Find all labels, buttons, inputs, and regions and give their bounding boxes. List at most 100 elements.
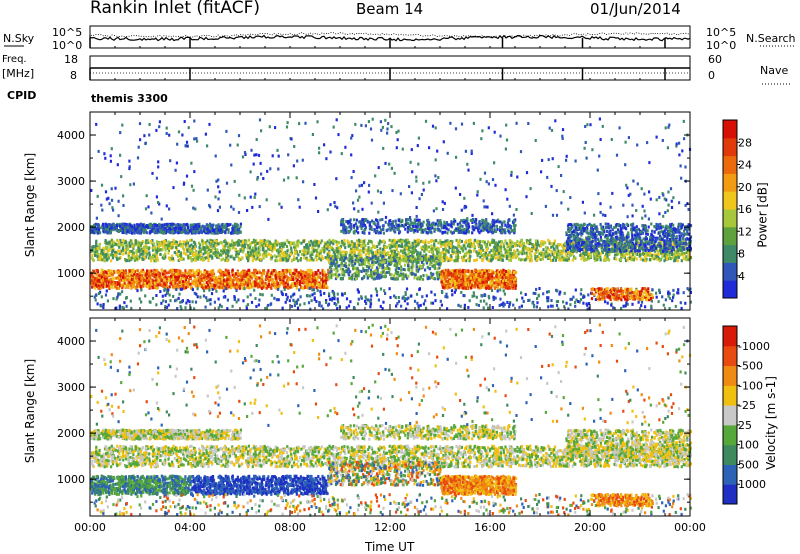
data-cell — [110, 269, 112, 272]
data-cell — [358, 244, 360, 247]
data-cell — [529, 242, 531, 245]
data-cell — [311, 257, 313, 260]
data-cell — [199, 243, 201, 246]
data-cell — [111, 286, 113, 289]
data-cell — [118, 241, 120, 244]
data-cell — [294, 257, 296, 260]
data-cell — [143, 246, 145, 249]
data-cell — [246, 279, 248, 282]
data-cell — [124, 241, 126, 244]
data-cell — [480, 244, 482, 247]
rti-plot: 1000200030004000 1000200030004000 481216… — [0, 0, 800, 554]
data-cell — [153, 242, 155, 245]
data-cell — [177, 271, 179, 274]
data-cell — [276, 244, 278, 247]
data-cell — [178, 275, 180, 278]
data-cell — [555, 259, 557, 262]
data-cell — [103, 271, 105, 274]
data-cell — [122, 239, 124, 242]
data-cell — [520, 244, 522, 247]
data-cell — [344, 246, 346, 249]
data-cell — [118, 279, 120, 282]
data-cell — [366, 256, 368, 259]
data-cell — [230, 244, 232, 247]
data-cell — [233, 275, 235, 278]
data-cell — [101, 258, 103, 261]
data-cell — [170, 275, 172, 278]
data-cell — [503, 245, 505, 248]
data-cell — [513, 249, 515, 252]
data-cell — [122, 247, 124, 250]
data-cell — [685, 255, 687, 258]
data-cell — [125, 251, 127, 254]
data-cell — [199, 279, 201, 282]
data-cell — [304, 277, 306, 280]
data-cell — [615, 258, 617, 261]
data-cell — [217, 254, 219, 257]
data-cell — [97, 247, 99, 250]
data-cell — [96, 269, 98, 272]
data-cell — [644, 255, 646, 258]
data-cell — [328, 252, 330, 255]
data-cell — [438, 247, 440, 250]
data-cell — [225, 269, 227, 272]
data-cell — [309, 283, 311, 286]
data-cell — [329, 274, 331, 277]
data-cell — [393, 257, 395, 260]
data-cell — [356, 244, 358, 247]
data-cell — [260, 258, 262, 261]
data-cell — [381, 258, 383, 261]
data-cell — [130, 284, 132, 287]
data-cell — [428, 258, 430, 261]
data-cell — [178, 250, 180, 253]
data-cell — [411, 272, 413, 275]
data-cell — [336, 266, 338, 269]
data-cell — [256, 242, 258, 245]
data-cell — [297, 278, 299, 281]
data-cell — [105, 246, 107, 249]
data-cell — [370, 274, 372, 277]
data-cell — [375, 251, 377, 254]
data-cell — [337, 250, 339, 253]
data-cell — [150, 240, 152, 243]
data-cell — [140, 270, 142, 273]
data-cell — [124, 285, 126, 288]
data-cell — [396, 253, 398, 256]
data-cell — [430, 239, 432, 242]
data-cell — [200, 253, 202, 256]
data-cell — [160, 253, 162, 256]
data-cell — [323, 249, 325, 252]
data-cell — [108, 249, 110, 252]
data-cell — [600, 252, 602, 255]
data-cell — [129, 244, 131, 247]
data-cell — [132, 245, 134, 248]
data-cell — [169, 285, 171, 288]
data-cell — [332, 239, 334, 242]
data-cell — [161, 279, 163, 282]
data-cell — [510, 259, 512, 262]
data-cell — [474, 239, 476, 242]
data-cell — [365, 272, 367, 275]
data-cell — [270, 254, 272, 257]
data-cell — [642, 259, 644, 262]
data-cell — [284, 243, 286, 246]
data-cell — [349, 244, 351, 247]
data-cell — [94, 277, 96, 280]
data-cell — [416, 239, 418, 242]
data-cell — [102, 278, 104, 281]
data-cell — [306, 286, 308, 289]
data-cell — [437, 277, 439, 280]
data-cell — [410, 266, 412, 269]
data-cell — [325, 277, 327, 280]
data-cell — [156, 255, 158, 258]
data-cell — [367, 242, 369, 245]
data-cell — [670, 257, 672, 260]
data-cell — [265, 252, 267, 255]
data-cell — [426, 274, 428, 277]
data-cell — [349, 277, 351, 280]
data-cell — [384, 260, 386, 263]
data-cell — [356, 274, 358, 277]
data-cell — [431, 248, 433, 251]
data-cell — [179, 270, 181, 273]
data-cell — [306, 258, 308, 261]
